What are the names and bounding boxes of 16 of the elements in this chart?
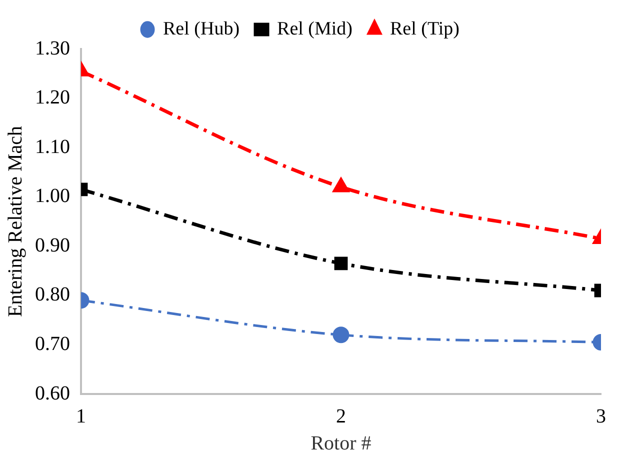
- y-tick-label: 1.30: [35, 37, 70, 60]
- legend-label: Rel (Hub): [163, 18, 240, 40]
- y-tick-label: 1.00: [35, 185, 70, 208]
- x-tick-label: 1: [76, 405, 86, 428]
- y-tick-label: 0.70: [35, 332, 70, 355]
- y-axis-title: Entering Relative Mach: [4, 126, 26, 318]
- y-tick-label: 1.10: [35, 136, 70, 158]
- y-tick-label: 1.20: [35, 86, 70, 109]
- y-tick-label: 0.80: [35, 284, 70, 306]
- y-tick-label: 0.90: [35, 234, 70, 256]
- x-axis-title: Rotor #: [310, 432, 372, 454]
- x-tick-label: 2: [336, 405, 346, 428]
- legend-label: Rel (Mid): [277, 18, 352, 40]
- x-tick-label: 3: [596, 405, 606, 428]
- legend-label: Rel (Tip): [390, 18, 460, 40]
- y-tick-label: 0.60: [35, 382, 70, 404]
